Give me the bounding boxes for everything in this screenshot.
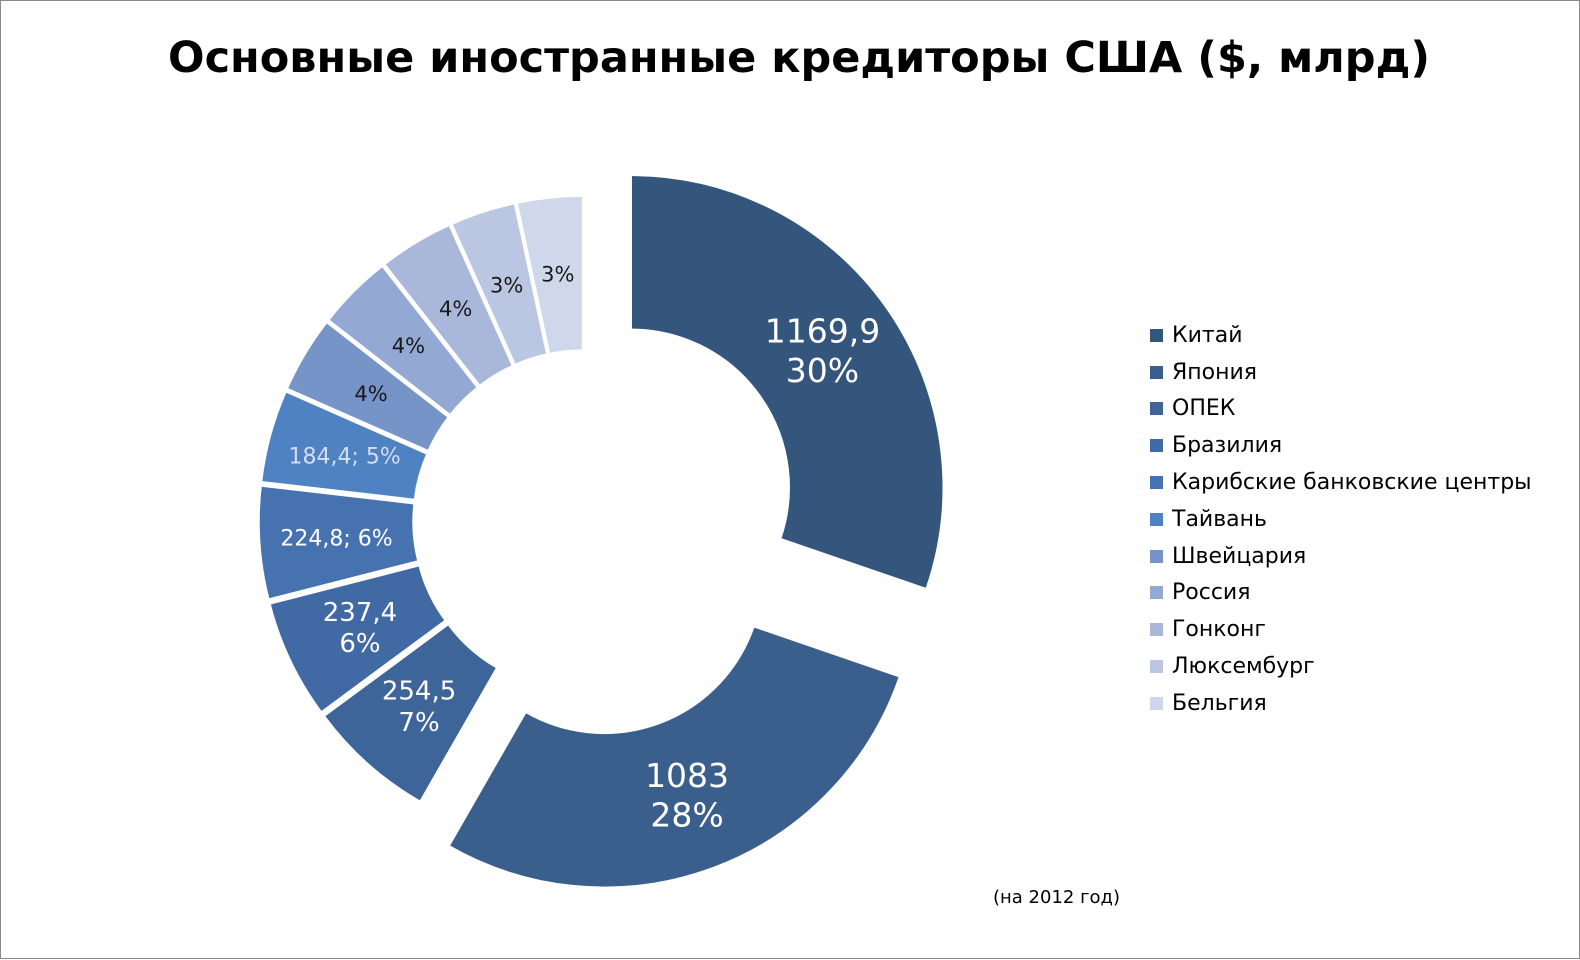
donut-slice [630, 174, 944, 590]
data-label: 3% [541, 263, 574, 287]
legend-item: Китай [1149, 317, 1532, 354]
legend-swatch [1149, 511, 1164, 527]
data-label: 254,5 7% [382, 677, 456, 738]
legend-swatch [1149, 364, 1164, 380]
legend-item: Карибские банковские центры [1149, 464, 1532, 501]
data-label: 4% [354, 382, 387, 406]
donut-slice [450, 202, 548, 366]
donut-slice [260, 390, 428, 501]
legend-label: Китай [1172, 322, 1243, 348]
legend-label: Карибские банковские центры [1172, 470, 1532, 496]
legend-label: Бразилия [1172, 433, 1283, 459]
data-label: 184,4; 5% [289, 445, 401, 470]
legend-item: Швейцария [1149, 538, 1532, 575]
legend-label: Бельгия [1172, 690, 1267, 716]
data-label: 1083 28% [645, 756, 729, 835]
data-label: 224,8; 6% [280, 526, 392, 551]
legend-item: Люксембург [1149, 648, 1532, 685]
chart-title: Основные иностранные кредиторы США ($, м… [168, 33, 1430, 83]
donut-slice [258, 485, 419, 601]
legend-label: Гонконг [1172, 617, 1266, 643]
donut-slice [516, 195, 584, 355]
legend-label: ОПЕК [1172, 396, 1236, 422]
legend-swatch [1149, 438, 1164, 454]
legend-swatch [1149, 585, 1164, 601]
data-label: 4% [439, 297, 472, 321]
donut-slice [323, 623, 498, 803]
legend-item: Тайвань [1149, 501, 1532, 538]
legend-label: Тайвань [1172, 506, 1268, 532]
legend-item: ОПЕК [1149, 391, 1532, 428]
chart-note: (на 2012 год) [993, 887, 1121, 908]
legend-swatch [1149, 475, 1164, 491]
data-label: 3% [490, 274, 523, 298]
donut-slice [383, 224, 514, 387]
legend-swatch [1149, 327, 1164, 343]
legend-swatch [1149, 659, 1164, 675]
legend-label: Япония [1172, 359, 1258, 385]
data-label: 4% [392, 334, 425, 358]
legend-swatch [1149, 548, 1164, 564]
legend-label: Россия [1172, 580, 1251, 606]
legend-swatch [1149, 622, 1164, 638]
donut-slice [327, 265, 479, 416]
legend-item: Бельгия [1149, 685, 1532, 722]
data-label: 1169,9 30% [765, 312, 880, 391]
legend-label: Люксембург [1172, 654, 1315, 680]
data-label: 237,4 6% [323, 598, 397, 659]
legend-item: Бразилия [1149, 427, 1532, 464]
legend-item: Россия [1149, 575, 1532, 612]
chart-legend: Китай Япония ОПЕК Бразилия Карибские банковс… [1149, 317, 1532, 722]
donut-slice [269, 564, 447, 713]
donut-chart: 1169,9 30% 1083 28% 254,5 7% 237,4 6% 224,8; 6% 1… [258, 174, 944, 889]
legend-swatch [1149, 401, 1164, 417]
legend-item: Япония [1149, 354, 1532, 391]
donut-slice [448, 625, 901, 889]
legend-swatch [1149, 695, 1164, 711]
donut-slice [286, 321, 450, 452]
legend-item: Гонконг [1149, 611, 1532, 648]
legend-label: Швейцария [1172, 543, 1307, 569]
